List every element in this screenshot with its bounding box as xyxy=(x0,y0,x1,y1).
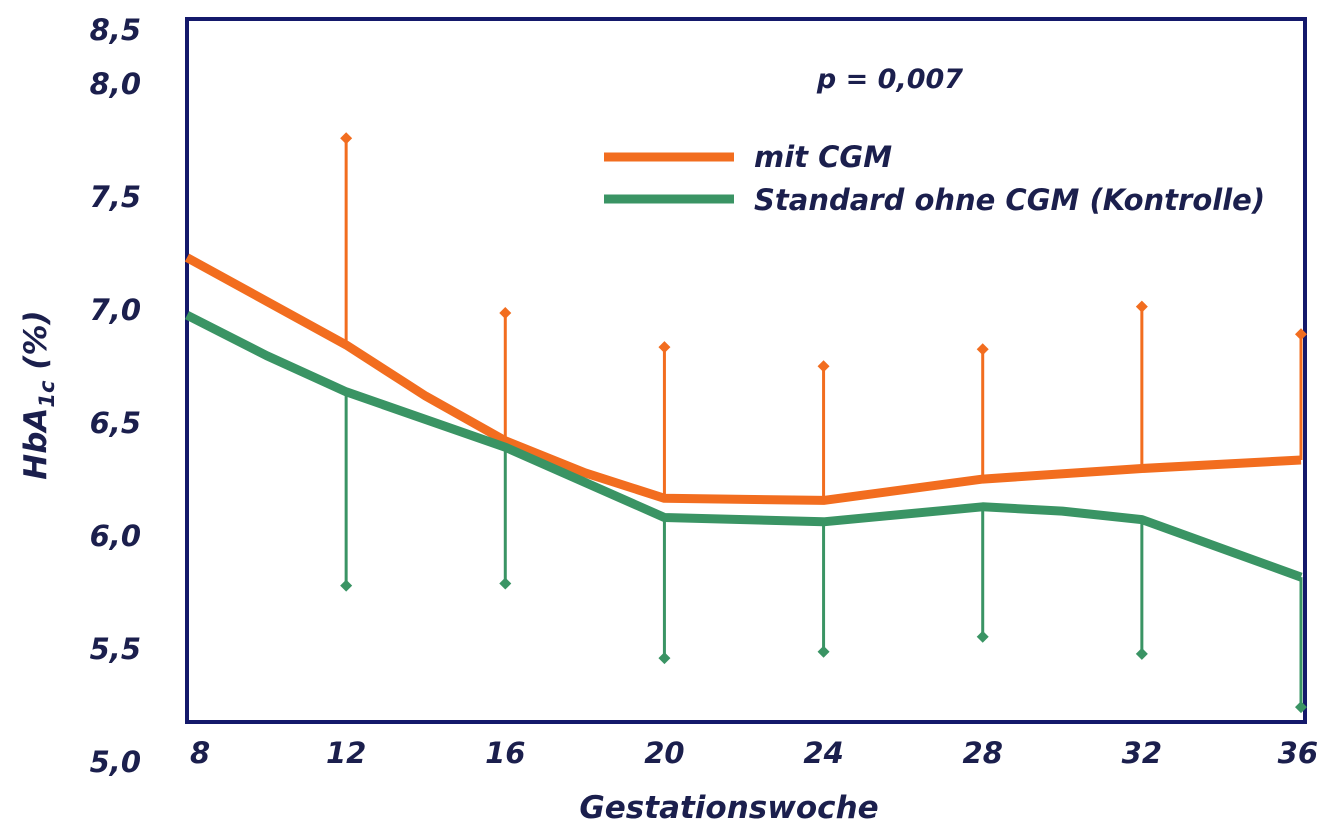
series-layer xyxy=(184,132,1307,714)
series-1-error-cap-1 xyxy=(499,577,512,590)
series-1-mean-line xyxy=(184,311,1303,582)
series-0-error-cap-0 xyxy=(340,132,353,145)
series-1-error-cap-6 xyxy=(1295,701,1307,714)
series-1-error-cap-2 xyxy=(658,652,671,665)
y-axis-title-main: HbA xyxy=(18,408,54,480)
y-tick-label-6-5: 6,5 xyxy=(90,406,141,440)
legend-label-mit-cgm: mit CGM xyxy=(754,140,892,174)
series-0-error-cap-6 xyxy=(1295,328,1307,341)
series-0-error-cap-1 xyxy=(499,306,512,319)
y-tick-label-7-0: 7,0 xyxy=(90,293,141,327)
x-tick-label-8: 8 xyxy=(190,736,210,770)
series-1-error-cap-0 xyxy=(340,579,353,592)
series-1-error-cap-4 xyxy=(976,630,989,643)
x-tick-label-28: 28 xyxy=(963,736,1003,770)
tick-layer: 8 12 16 20 24 28 32 36 5,0 5,5 6,0 6,5 7,0 7,5 8,0 8,5 xyxy=(90,13,1318,779)
x-tick-label-20: 20 xyxy=(644,736,684,770)
x-tick-label-16: 16 xyxy=(485,736,525,770)
series-0-error-cap-3 xyxy=(817,360,830,373)
x-axis-title: Gestationswoche xyxy=(579,790,878,826)
plot-frame xyxy=(185,17,1307,724)
y-axis-title: HbA1c (%) xyxy=(18,310,59,479)
y-tick-label-5-5: 5,5 xyxy=(90,632,141,666)
y-tick-label-6-0: 6,0 xyxy=(90,519,141,553)
y-axis-title-unit: (%) xyxy=(18,310,54,380)
legend-label-standard-ohne-cgm: Standard ohne CGM (Kontrolle) xyxy=(754,183,1265,217)
y-axis-title-subscript: 1c xyxy=(35,380,59,408)
series-0-error-cap-4 xyxy=(976,343,989,356)
series-1-error-cap-3 xyxy=(817,645,830,658)
series-0-error-cap-5 xyxy=(1135,300,1148,313)
y-tick-label-8-0: 8,0 xyxy=(90,67,141,101)
series-0-error-cap-2 xyxy=(658,341,671,354)
x-tick-label-32: 32 xyxy=(1122,736,1162,770)
x-tick-label-24: 24 xyxy=(803,736,843,770)
series-1-error-cap-5 xyxy=(1135,647,1148,660)
x-tick-label-12: 12 xyxy=(326,736,366,770)
y-tick-label-8-5: 8,5 xyxy=(90,13,141,47)
x-tick-label-36: 36 xyxy=(1278,736,1318,770)
y-tick-label-5-0: 5,0 xyxy=(90,745,141,779)
p-value-annotation: p = 0,007 xyxy=(816,64,963,95)
legend: mit CGM Standard ohne CGM (Kontrolle) xyxy=(604,140,1265,217)
series-0-mean-line xyxy=(184,253,1302,505)
y-tick-label-7-5: 7,5 xyxy=(90,180,141,214)
